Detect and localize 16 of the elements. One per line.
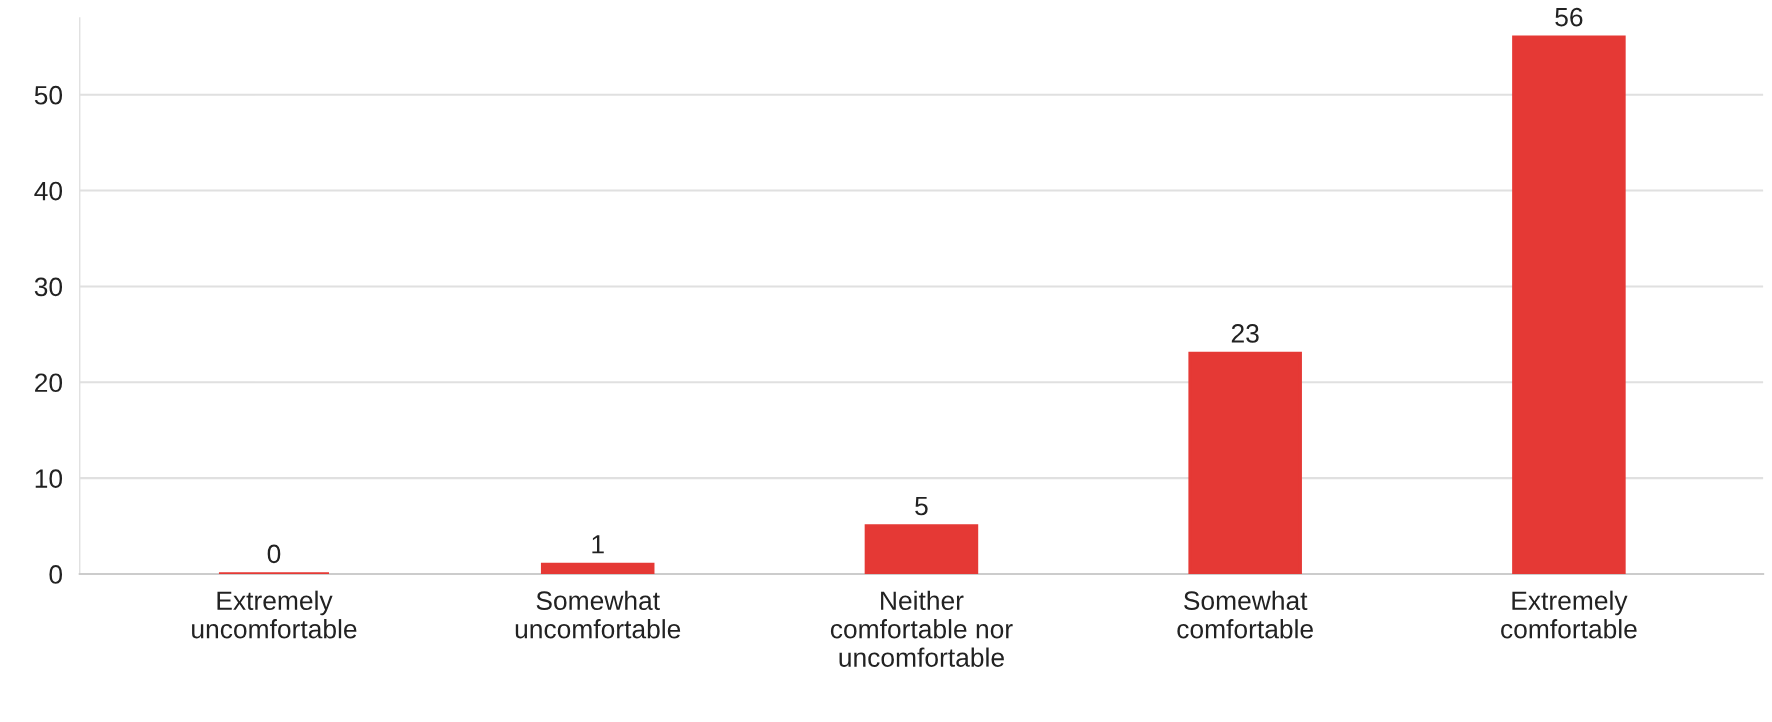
x-tick-label: Somewhat comfortable [1177, 590, 1313, 639]
x-tick-label: Neither comfortable nor uncomfortable [830, 590, 1013, 667]
y-tick-label: 50 [34, 85, 63, 105]
data-label: 0 [267, 544, 281, 564]
data-label: 56 [1555, 7, 1583, 27]
data-label: 1 [592, 535, 604, 554]
data-label: 5 [915, 496, 928, 516]
data-label: 23 [1231, 324, 1259, 343]
y-tick-label: 10 [35, 469, 63, 488]
y-tick-label: 30 [34, 277, 63, 297]
x-tick-label: Extremely comfortable [1501, 590, 1637, 639]
x-tick-label: Somewhat uncomfortable [515, 590, 681, 639]
y-tick-label: 20 [35, 373, 63, 393]
y-tick-label: 40 [34, 181, 63, 201]
y-tick-label: 0 [49, 565, 63, 584]
x-tick-label: Extremely uncomfortable [192, 590, 357, 639]
